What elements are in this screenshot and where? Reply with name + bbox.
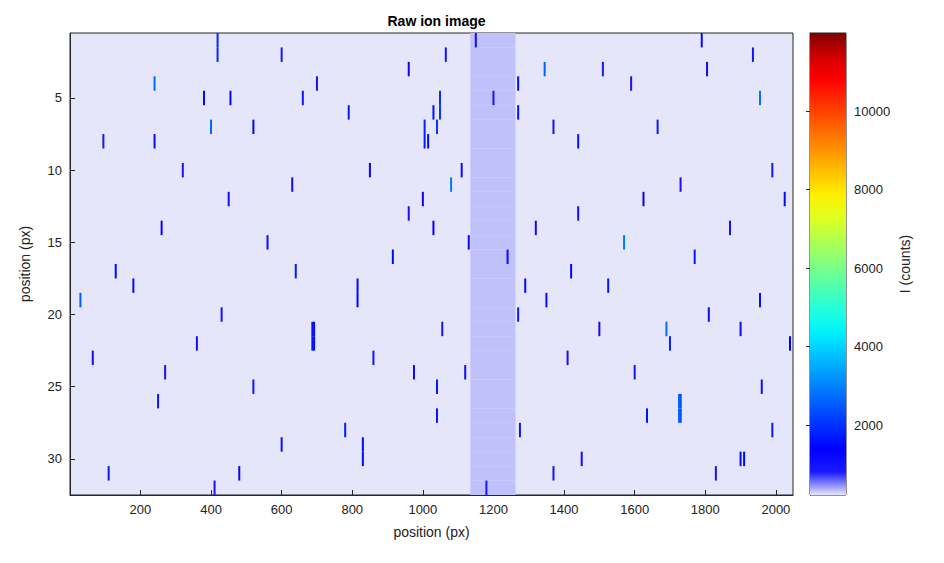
svg-text:2000: 2000 bbox=[854, 418, 883, 433]
svg-text:8000: 8000 bbox=[854, 182, 883, 197]
svg-text:800: 800 bbox=[341, 502, 363, 517]
svg-text:position (px): position (px) bbox=[393, 524, 469, 540]
svg-text:Raw ion image: Raw ion image bbox=[387, 13, 485, 29]
svg-text:25: 25 bbox=[48, 379, 62, 394]
svg-text:position (px): position (px) bbox=[17, 226, 33, 302]
svg-text:600: 600 bbox=[271, 502, 293, 517]
svg-text:I (counts): I (counts) bbox=[897, 235, 913, 293]
svg-text:1000: 1000 bbox=[408, 502, 437, 517]
svg-text:2000: 2000 bbox=[761, 502, 790, 517]
svg-text:10: 10 bbox=[48, 163, 62, 178]
svg-text:1600: 1600 bbox=[620, 502, 649, 517]
svg-text:30: 30 bbox=[48, 451, 62, 466]
svg-text:1800: 1800 bbox=[691, 502, 720, 517]
svg-text:10000: 10000 bbox=[854, 104, 890, 119]
svg-text:200: 200 bbox=[130, 502, 152, 517]
svg-text:1200: 1200 bbox=[479, 502, 508, 517]
svg-text:6000: 6000 bbox=[854, 261, 883, 276]
svg-text:5: 5 bbox=[55, 90, 62, 105]
svg-text:4000: 4000 bbox=[854, 339, 883, 354]
svg-text:400: 400 bbox=[200, 502, 222, 517]
svg-text:1400: 1400 bbox=[550, 502, 579, 517]
svg-text:15: 15 bbox=[48, 235, 62, 250]
svg-text:20: 20 bbox=[48, 307, 62, 322]
